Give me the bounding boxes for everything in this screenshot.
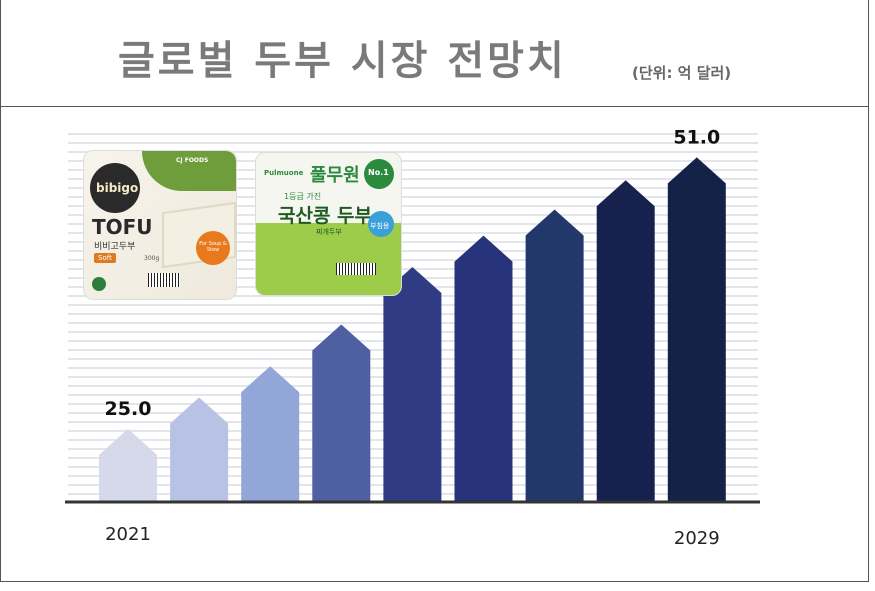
bibigo-logo [90,163,140,213]
no1-text: No.1 [368,168,389,177]
page-title: 글로벌 두부 시장 전망치 [118,38,567,84]
barcode [336,263,376,275]
cj-maker: CJ FOODS [176,157,209,164]
bar-2026 [454,235,513,502]
tofu-name: TOFU [92,215,153,239]
green-seal [92,277,106,291]
frying-badge [368,211,394,237]
tofu-subname: 비비고두부 [94,242,136,252]
chart-frame [0,0,869,582]
bar-2029 [667,157,726,503]
bars-group [99,157,726,503]
header: 글로벌 두부 시장 전망치 (단위: 억 달러) [0,0,869,107]
pulmuone-brand: 풀무원 [310,165,360,186]
bar-2024 [312,324,371,502]
pulmuone-tofu-package: Pulmuone 풀무원 No.1 1등급 가진 국산콩 두부 찌개두부 부침용 [255,152,402,296]
bar-2027 [525,209,584,503]
bibigo-tofu-package: bibigo CJ FOODS TOFU 비비고두부 Soft For Soup… [83,150,237,300]
labels-group: 25.0 51.0 2021 2029 [105,126,721,549]
bar-2023 [241,366,300,502]
x-tick-label-2021: 2021 [105,524,151,545]
bar-2028 [596,180,655,503]
tagline: 1등급 가진 [284,192,322,201]
pulmuone-maker: Pulmuone [264,169,304,177]
product-name: 국산콩 두부 [278,205,373,227]
bar-2022 [170,397,229,502]
soft-tag: Soft [94,253,116,263]
bar-2025 [383,267,442,502]
frying-badge-text: 부침용 [370,222,390,230]
bar-2021 [99,428,157,502]
x-tick-label-2029: 2029 [674,528,720,549]
product-sub: 찌개두부 [316,228,342,236]
data-label-2029: 51.0 [673,126,720,148]
unit-label: (단위: 억 달러) [632,64,732,82]
data-label-2021: 25.0 [105,398,152,420]
weight-label: 300g [144,255,160,262]
no1-badge [364,159,394,189]
barcode [148,273,180,287]
bibigo-brand: bibigo [96,181,139,195]
soup-badge-text: For Soup & Stew [199,241,227,253]
soup-badge [196,231,230,265]
